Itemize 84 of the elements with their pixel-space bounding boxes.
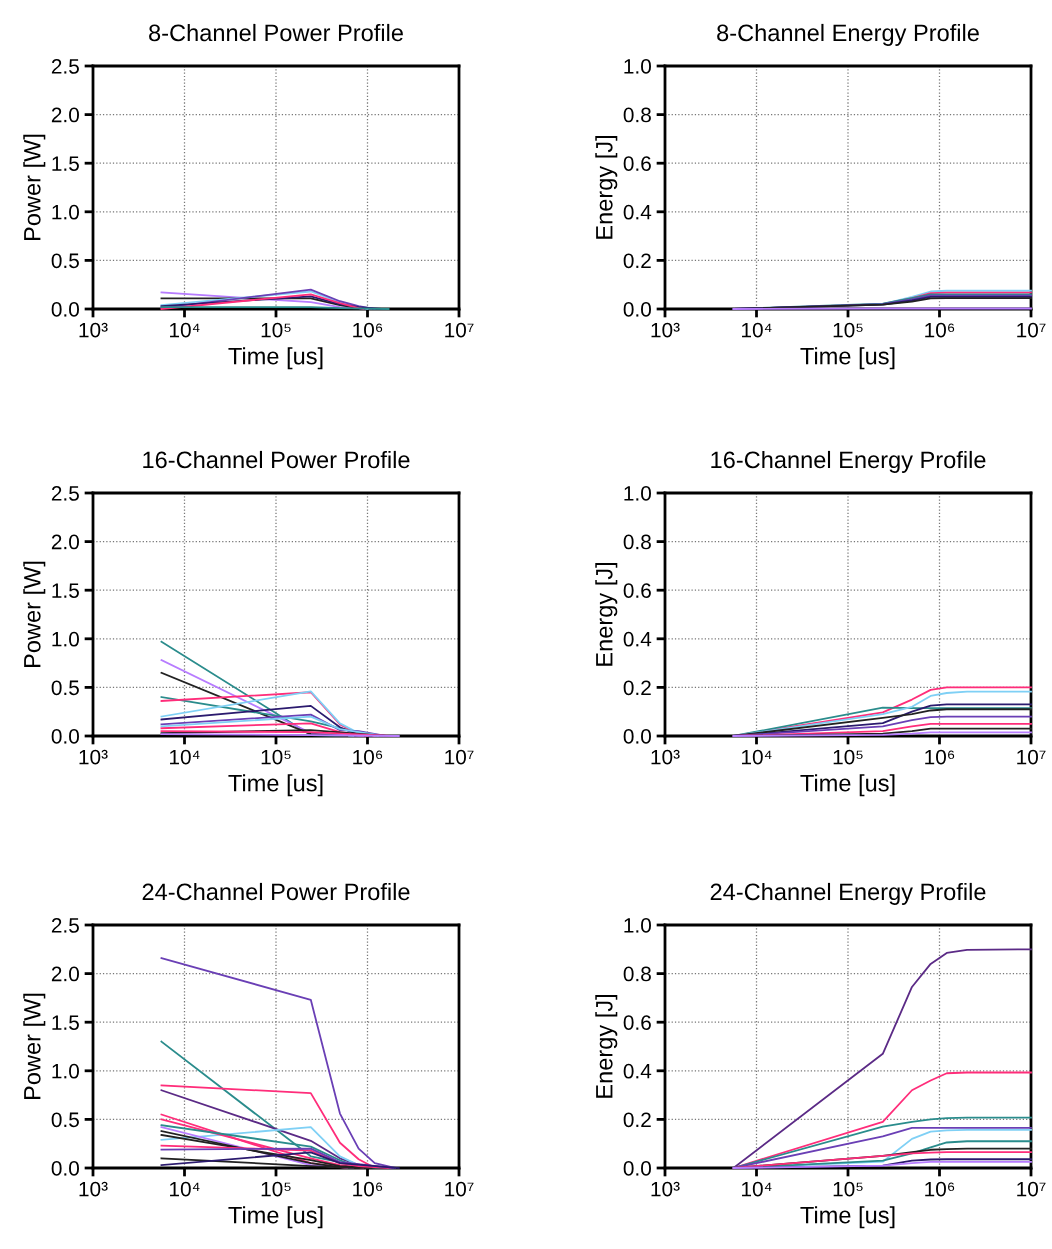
y-tick-label: 0.2 [623, 680, 651, 696]
y-tick-label: 1.5 [52, 583, 79, 598]
y-tick-label: 0.8 [623, 107, 651, 123]
x-tick-label: 10³ [651, 322, 680, 338]
y-tick-label: 0.2 [623, 1112, 651, 1128]
x-tick-label: 10⁶ [353, 322, 383, 338]
x-tick-label: 10³ [651, 1181, 680, 1197]
y-axis-title: Power [W] [23, 993, 46, 1100]
x-tick-label: 10⁷ [445, 749, 474, 765]
y-tick-label: 1.0 [52, 631, 79, 647]
x-tick-label: 10⁷ [445, 322, 474, 338]
y-tick-label: 1.0 [624, 59, 651, 74]
y-tick-label: 1.5 [52, 1015, 79, 1030]
y-axis-title: Power [W] [23, 134, 46, 241]
y-tick-label: 0.2 [623, 253, 651, 269]
y-tick-label: 0.0 [51, 729, 79, 744]
x-axis-title: Time [us] [800, 347, 895, 370]
y-axis-title: Energy [J] [595, 136, 618, 239]
y-tick-label: 0.4 [623, 204, 652, 220]
x-tick-label: 10⁵ [261, 1181, 291, 1197]
x-tick-label: 10⁵ [833, 1181, 863, 1197]
chart-title: 24-Channel Energy Profile [710, 882, 986, 905]
y-tick-label: 0.0 [623, 302, 651, 317]
y-tick-label: 0.6 [623, 156, 651, 171]
y-tick-label: 0.0 [623, 1161, 651, 1176]
y-tick-label: 0.4 [623, 631, 652, 647]
y-axis-title: Energy [J] [595, 995, 618, 1098]
x-tick-label: 10³ [651, 749, 680, 765]
y-axis-title: Energy [J] [595, 563, 618, 666]
x-tick-label: 10³ [79, 322, 108, 338]
y-tick-label: 1.0 [624, 486, 651, 501]
y-tick-label: 1.0 [52, 1063, 79, 1079]
x-tick-label: 10⁶ [925, 322, 955, 338]
x-tick-label: 10⁶ [353, 749, 383, 765]
y-axis-title: Power [W] [23, 561, 46, 668]
x-tick-label: 10⁶ [925, 1181, 955, 1197]
x-tick-label: 10⁵ [261, 749, 291, 765]
x-tick-label: 10⁴ [170, 749, 200, 765]
y-tick-label: 2.5 [51, 486, 79, 501]
x-axis-title: Time [us] [228, 347, 323, 370]
x-tick-label: 10³ [79, 1181, 108, 1197]
x-tick-label: 10⁶ [353, 1181, 383, 1197]
y-tick-label: 0.0 [51, 1161, 79, 1176]
x-axis-title: Time [us] [228, 774, 323, 797]
y-tick-label: 1.0 [52, 204, 79, 220]
x-tick-label: 10⁷ [1017, 322, 1046, 338]
x-axis-title: Time [us] [800, 1206, 895, 1229]
x-tick-label: 10³ [79, 749, 108, 765]
y-tick-label: 0.8 [623, 534, 651, 550]
x-tick-label: 10⁵ [261, 322, 291, 338]
x-tick-label: 10⁶ [925, 749, 955, 765]
chart-title: 16-Channel Power Profile [143, 450, 410, 469]
y-tick-label: 2.0 [51, 534, 79, 550]
x-tick-label: 10⁷ [1017, 1181, 1046, 1197]
y-tick-label: 2.5 [51, 59, 79, 74]
x-tick-label: 10⁴ [170, 322, 200, 338]
y-tick-label: 0.5 [51, 680, 79, 696]
x-axis-title: Time [us] [228, 1206, 323, 1229]
y-tick-label: 2.0 [51, 966, 79, 982]
x-tick-label: 10⁴ [170, 1181, 200, 1197]
x-tick-label: 10⁴ [742, 1181, 772, 1197]
y-tick-label: 0.5 [51, 253, 79, 269]
x-tick-label: 10⁵ [833, 322, 863, 338]
x-tick-label: 10⁷ [445, 1181, 474, 1197]
chart-title: 8-Channel Power Profile [149, 23, 403, 42]
y-tick-label: 1.5 [52, 156, 79, 171]
chart-title: 24-Channel Power Profile [142, 882, 410, 901]
y-tick-label: 0.0 [51, 302, 79, 317]
y-tick-label: 1.0 [624, 918, 651, 933]
y-tick-label: 2.5 [51, 918, 79, 933]
x-tick-label: 10⁴ [742, 749, 772, 765]
y-tick-label: 0.8 [623, 966, 651, 982]
y-tick-label: 0.6 [623, 583, 651, 598]
y-tick-label: 0.6 [623, 1015, 651, 1030]
x-axis-title: Time [us] [800, 774, 895, 797]
y-tick-label: 0.4 [623, 1063, 652, 1079]
x-tick-label: 10⁷ [1017, 749, 1046, 765]
y-tick-label: 0.5 [51, 1112, 79, 1128]
y-tick-label: 2.0 [51, 107, 79, 123]
x-tick-label: 10⁴ [742, 322, 772, 338]
x-tick-label: 10⁵ [833, 749, 863, 765]
y-tick-label: 0.0 [623, 729, 651, 744]
chart-title: 16-Channel Energy Profile [711, 450, 986, 473]
chart-title: 8-Channel Energy Profile [717, 23, 979, 46]
